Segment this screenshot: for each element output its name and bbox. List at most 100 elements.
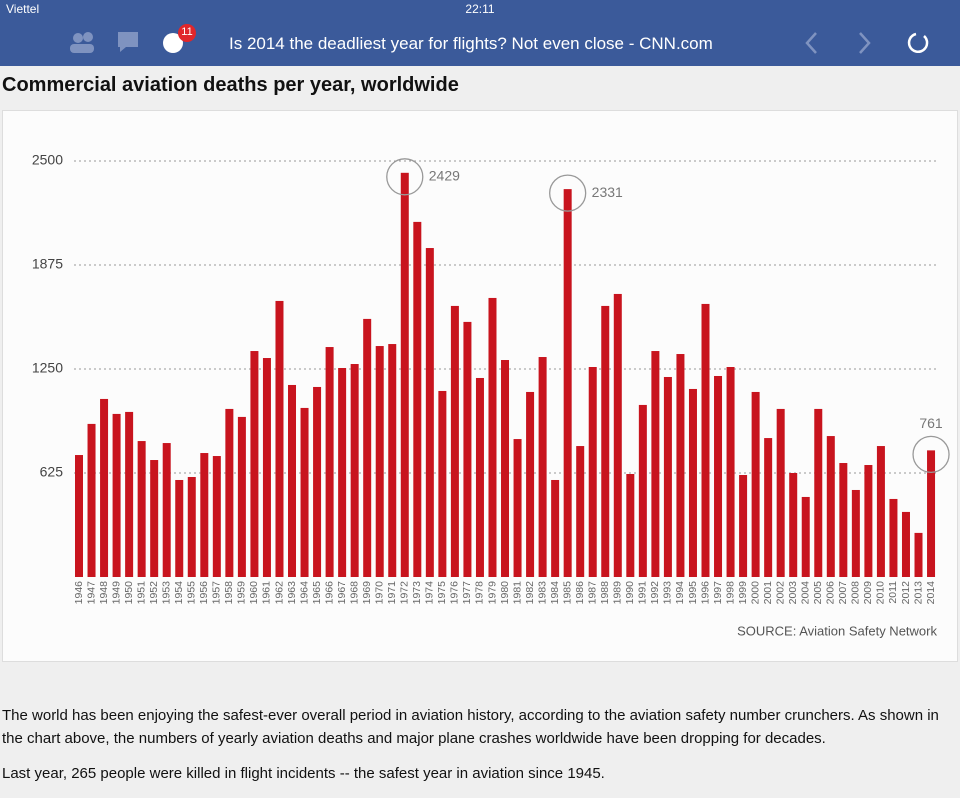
bar	[237, 416, 246, 577]
x-tick-label: 1971	[386, 581, 398, 605]
bar	[663, 376, 672, 577]
forward-button[interactable]	[859, 32, 871, 54]
bar	[876, 446, 885, 577]
x-tick-label: 2014	[925, 581, 937, 605]
x-tick-label: 1961	[261, 581, 273, 605]
bar	[225, 408, 234, 577]
messages-icon[interactable]	[118, 32, 138, 52]
x-tick-label: 1984	[549, 581, 561, 605]
globe-icon[interactable]	[163, 33, 183, 53]
x-tick-label: 1981	[511, 581, 523, 605]
x-tick-label: 1959	[236, 581, 248, 605]
bar	[375, 346, 384, 577]
bar	[901, 511, 910, 577]
bar	[288, 384, 297, 577]
x-tick-label: 2004	[800, 581, 812, 605]
x-tick-label: 1975	[436, 581, 448, 605]
x-tick-label: 2012	[900, 581, 912, 605]
x-tick-label: 1955	[186, 581, 198, 605]
friends-icon[interactable]	[70, 32, 94, 53]
bar	[626, 473, 635, 577]
x-tick-label: 1993	[662, 581, 674, 605]
highlight-circle	[549, 174, 587, 212]
bar	[112, 413, 121, 577]
paragraph: The world has been enjoying the safest-e…	[2, 707, 939, 747]
bar	[864, 465, 873, 577]
x-tick-label: 1996	[699, 581, 711, 605]
bar	[275, 300, 284, 577]
bar	[513, 439, 522, 577]
value-label: 2331	[592, 184, 623, 200]
x-tick-label: 2000	[749, 581, 761, 605]
x-tick-label: 1969	[361, 581, 373, 605]
x-tick-label: 1954	[173, 581, 185, 605]
x-tick-label: 2003	[787, 581, 799, 605]
x-tick-label: 1989	[612, 581, 624, 605]
paragraph: Last year, 265 people were killed in fli…	[2, 765, 605, 782]
x-tick-label: 1997	[712, 581, 724, 605]
bar	[363, 318, 372, 577]
x-tick-label: 2009	[862, 581, 874, 605]
x-tick-label: 1951	[135, 581, 147, 605]
x-tick-label: 1980	[499, 581, 511, 605]
browser-bar: Viettel 22:11 11 Is 2014 the deadliest y…	[0, 0, 960, 66]
bar	[100, 398, 109, 577]
x-tick-label: 1990	[624, 581, 636, 605]
y-tick-label: 1875	[32, 256, 63, 272]
bar	[87, 423, 96, 577]
bar	[438, 390, 447, 577]
clock: 22:11	[465, 2, 495, 16]
x-tick-label: 1991	[637, 581, 649, 605]
bar	[125, 411, 134, 577]
bar	[300, 407, 309, 577]
bar	[701, 303, 710, 577]
bar	[538, 357, 547, 577]
bar	[313, 386, 322, 577]
bar	[175, 479, 184, 577]
x-tick-label: 1999	[737, 581, 749, 605]
x-tick-label: 1957	[211, 581, 223, 605]
x-tick-label: 2002	[774, 581, 786, 605]
bar	[475, 377, 484, 577]
chart: SOURCE: Aviation Safety Network 625 1250 1…	[2, 110, 958, 662]
bar	[425, 248, 434, 577]
carrier: Viettel	[6, 2, 40, 16]
x-tick-label: 1983	[536, 581, 548, 605]
bar	[676, 354, 685, 577]
bar	[388, 344, 397, 577]
x-tick-label: 1956	[198, 581, 210, 605]
bar	[601, 305, 610, 577]
bar	[400, 172, 409, 577]
reload-button[interactable]	[907, 32, 929, 54]
bar	[450, 305, 459, 577]
x-tick-label: 1986	[574, 581, 586, 605]
x-tick-label: 1962	[273, 581, 285, 605]
back-button[interactable]	[805, 32, 817, 54]
x-tick-label: 2008	[850, 581, 862, 605]
bar	[137, 441, 146, 577]
highlight-circle	[386, 158, 424, 196]
bar	[187, 476, 196, 577]
y-tick-label: 1250	[32, 360, 63, 376]
bar	[563, 189, 572, 578]
bar	[826, 436, 835, 577]
x-tick-label: 1994	[674, 581, 686, 605]
x-tick-label: 1958	[223, 581, 235, 605]
bar	[413, 221, 422, 577]
bar	[262, 358, 271, 577]
x-tick-label: 1965	[311, 581, 323, 605]
x-tick-label: 1953	[160, 581, 172, 605]
badge	[178, 24, 196, 42]
bar	[751, 391, 760, 577]
bar	[588, 367, 597, 577]
bar	[325, 347, 334, 577]
bar	[851, 489, 860, 577]
bar	[551, 479, 560, 577]
x-tick-label: 1947	[85, 581, 97, 605]
y-tick-label: 625	[40, 464, 64, 480]
x-tick-label: 1988	[599, 581, 611, 605]
bar	[613, 293, 622, 577]
bar	[212, 456, 221, 577]
highlight-circle	[912, 435, 950, 474]
bar	[651, 351, 660, 577]
